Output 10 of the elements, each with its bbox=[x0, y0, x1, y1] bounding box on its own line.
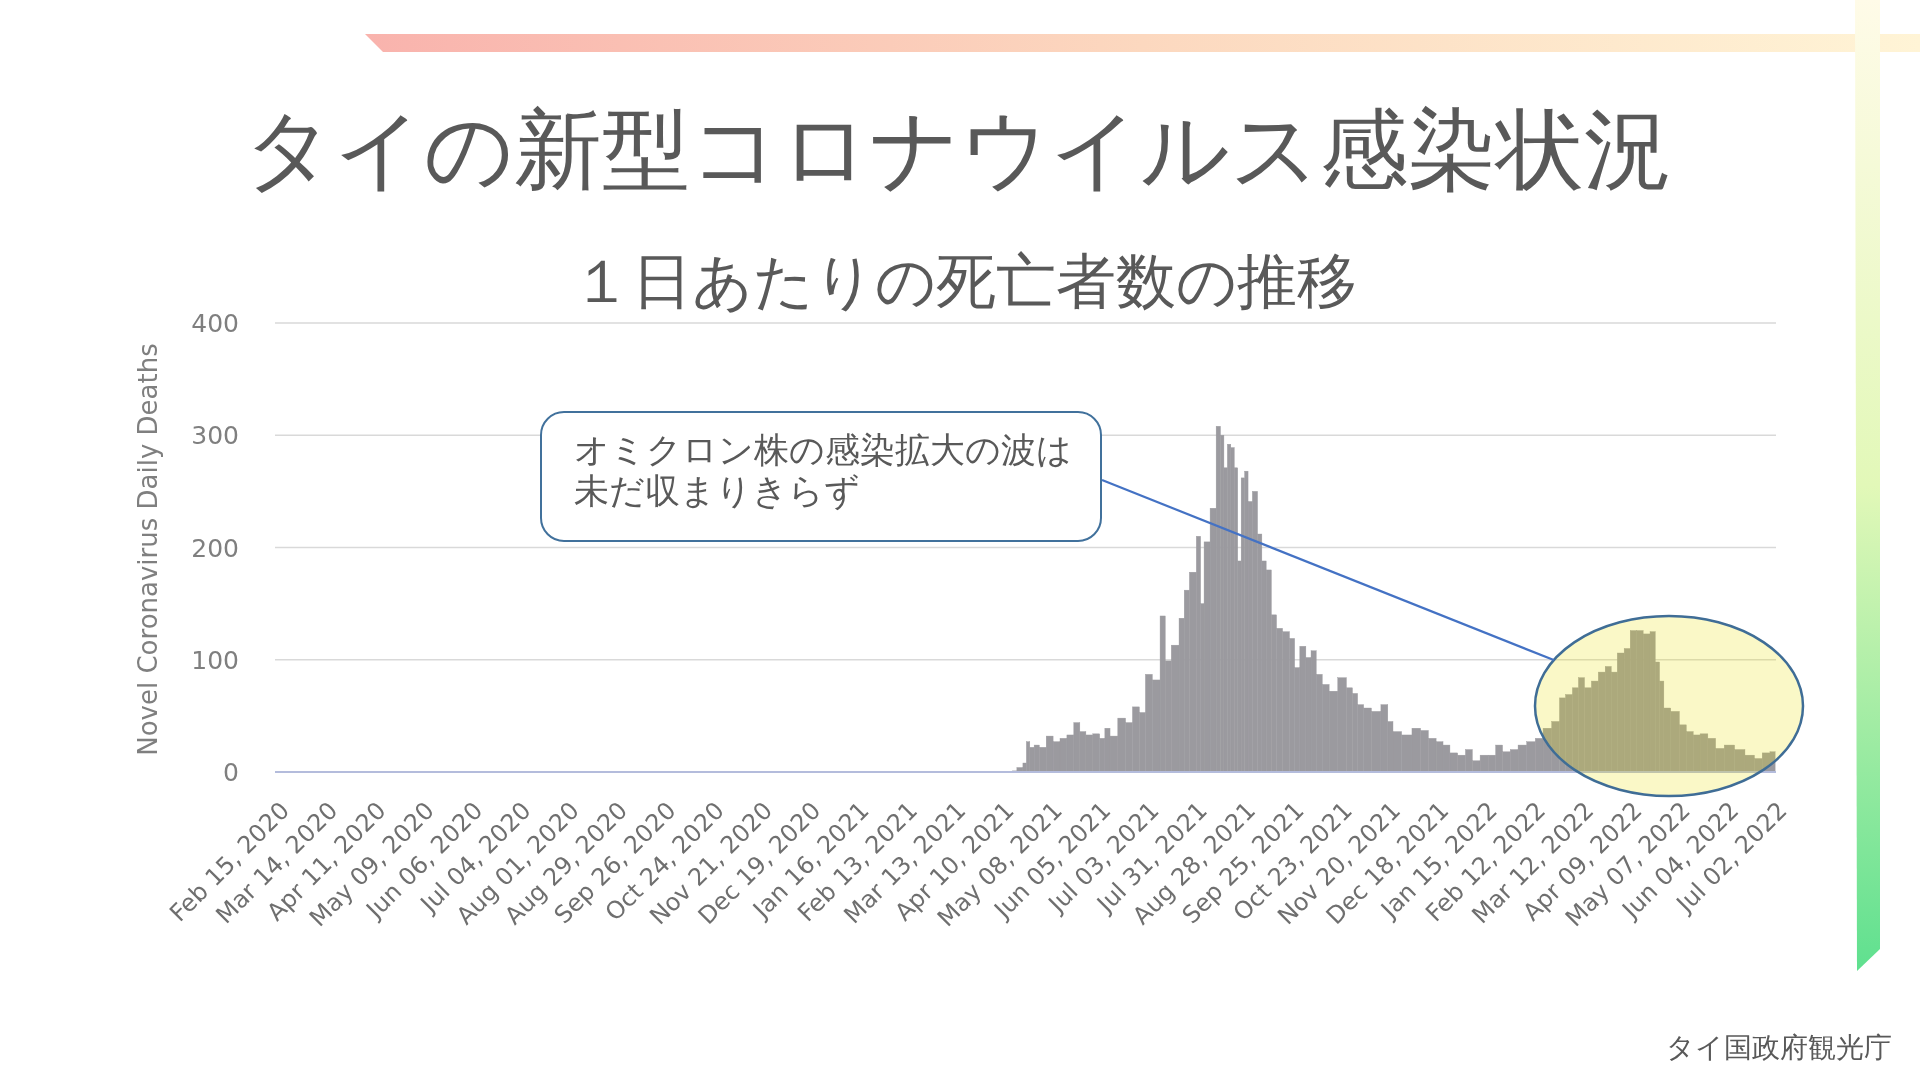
ytick-label: 0 bbox=[223, 758, 239, 787]
ylabel: Novel Coronavirus Daily Deaths bbox=[133, 343, 163, 756]
ytick-label: 400 bbox=[191, 309, 239, 338]
ytick-label: 300 bbox=[191, 421, 239, 451]
annotation: タイ国政府観光庁 bbox=[1666, 1032, 1892, 1063]
title: タイの新型コロナウイルス感染状況 bbox=[244, 100, 1672, 199]
annotation: オミクロン株の感染拡大の波は未だ収まりきらず bbox=[540, 411, 1102, 542]
ytick-label: 100 bbox=[191, 645, 239, 675]
subtitle: １日あたりの死亡者数の推移 bbox=[571, 248, 1357, 315]
ytick-label: 200 bbox=[191, 533, 239, 563]
